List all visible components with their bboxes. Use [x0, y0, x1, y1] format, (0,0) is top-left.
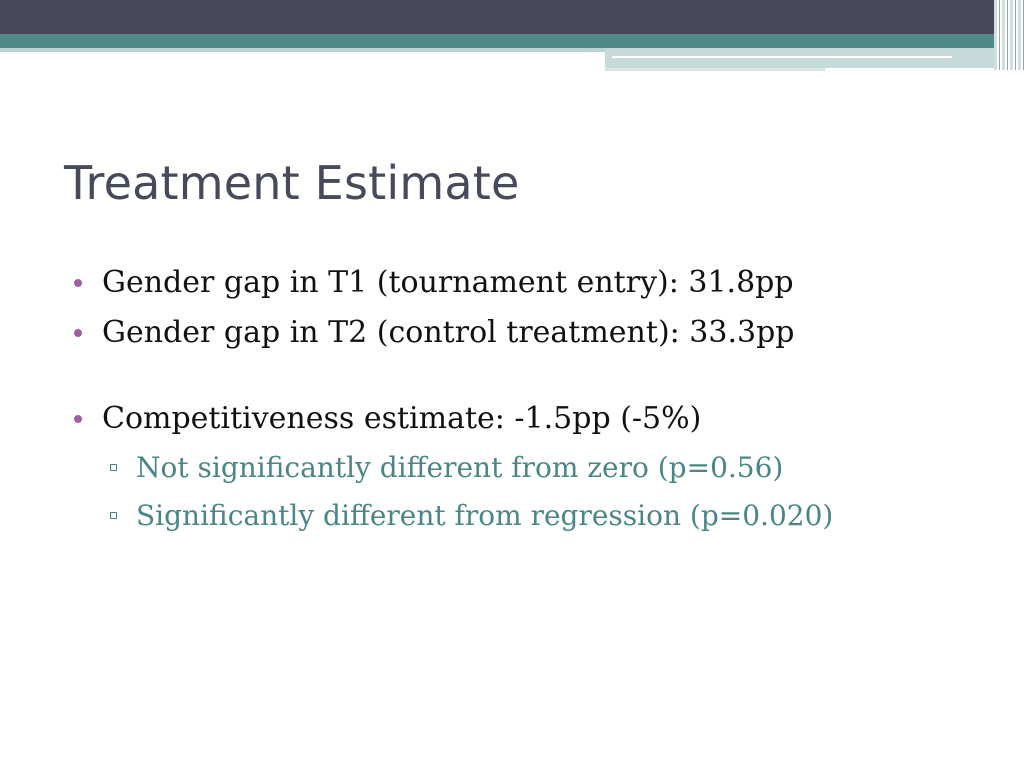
bullet-text: Gender gap in T1 (tournament entry): 31.…: [102, 265, 794, 300]
sub-bullet-text: Significantly different from regression …: [136, 499, 834, 532]
bullet-item: Gender gap in T2 (control treatment): 33…: [72, 308, 1002, 358]
sub-bullet-group: Not significantly different from zero (p…: [72, 444, 1002, 540]
bullet-item: Gender gap in T1 (tournament entry): 31.…: [72, 258, 1002, 308]
bullet-dot-icon: [74, 279, 82, 287]
header-light-band: [0, 48, 605, 52]
sub-bullet-text: Not significantly different from zero (p…: [136, 451, 784, 484]
bullet-dot-icon: [74, 329, 82, 337]
bullet-list: Gender gap in T1 (tournament entry): 31.…: [72, 258, 1002, 540]
header-stripes-decoration: [994, 0, 1024, 70]
sub-bullet-item: Not significantly different from zero (p…: [72, 444, 1002, 492]
sub-bullet-list: Not significantly different from zero (p…: [72, 444, 1002, 540]
slide-title: Treatment Estimate: [64, 156, 520, 210]
header-light-band-right: [605, 48, 1000, 68]
header-white-line: [612, 56, 952, 58]
header-dark-band: [0, 0, 1024, 34]
square-bullet-icon: [110, 512, 117, 519]
bullet-item: Competitiveness estimate: -1.5pp (-5%): [72, 394, 1002, 444]
bullet-spacer: [72, 358, 1002, 394]
bullet-dot-icon: [74, 415, 82, 423]
sub-bullet-item: Significantly different from regression …: [72, 492, 1002, 540]
bullet-text: Competitiveness estimate: -1.5pp (-5%): [102, 401, 702, 436]
header-light-band-lower: [605, 68, 825, 71]
header-teal-band: [0, 34, 1024, 48]
bullet-text: Gender gap in T2 (control treatment): 33…: [102, 315, 795, 350]
square-bullet-icon: [110, 464, 117, 471]
